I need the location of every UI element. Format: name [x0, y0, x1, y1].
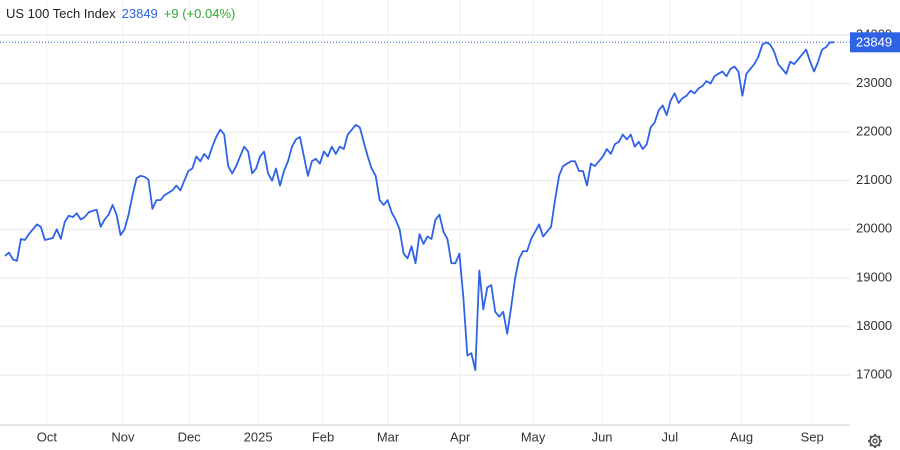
last-price-label: 23849 [856, 35, 892, 50]
last-price: 23849 [121, 6, 158, 21]
plot [0, 41, 850, 372]
x-tick-label: May [521, 429, 546, 444]
price-change: +9 (+0.04%) [163, 6, 236, 21]
x-tick-label: Apr [450, 429, 471, 444]
x-tick-label: Aug [730, 429, 753, 444]
last-price-box [850, 32, 900, 53]
gear-teeth [868, 434, 882, 448]
header: US 100 Tech Index 23849 +9 (+0.04%) [6, 6, 241, 21]
x-tick-label: Nov [111, 429, 135, 444]
gear-hub [872, 438, 878, 444]
y-tick-label: 18000 [856, 318, 892, 333]
x-tick-label: Jul [662, 429, 679, 444]
x-tick-label: Dec [178, 429, 202, 444]
index-name: US 100 Tech Index [6, 6, 116, 21]
x-tick-label: Feb [312, 429, 334, 444]
x-tick-label: 2025 [244, 429, 273, 444]
grid [0, 0, 850, 426]
x-tick-label: Oct [37, 429, 58, 444]
y-tick-label: 19000 [856, 269, 892, 284]
y-tick-label: 17000 [856, 366, 892, 381]
x-tick-label: Mar [377, 429, 400, 444]
y-tick-label: 20000 [856, 221, 892, 236]
y-tick-label: 21000 [856, 172, 892, 187]
price-line [4, 41, 835, 372]
settings-icon[interactable] [868, 434, 882, 448]
y-tick-label: 23000 [856, 75, 892, 90]
x-tick-label: Sep [801, 429, 824, 444]
axis-labels: 1700018000190002000021000220002300024000… [37, 26, 900, 444]
y-tick-label: 22000 [856, 124, 892, 139]
x-tick-label: Jun [592, 429, 613, 444]
